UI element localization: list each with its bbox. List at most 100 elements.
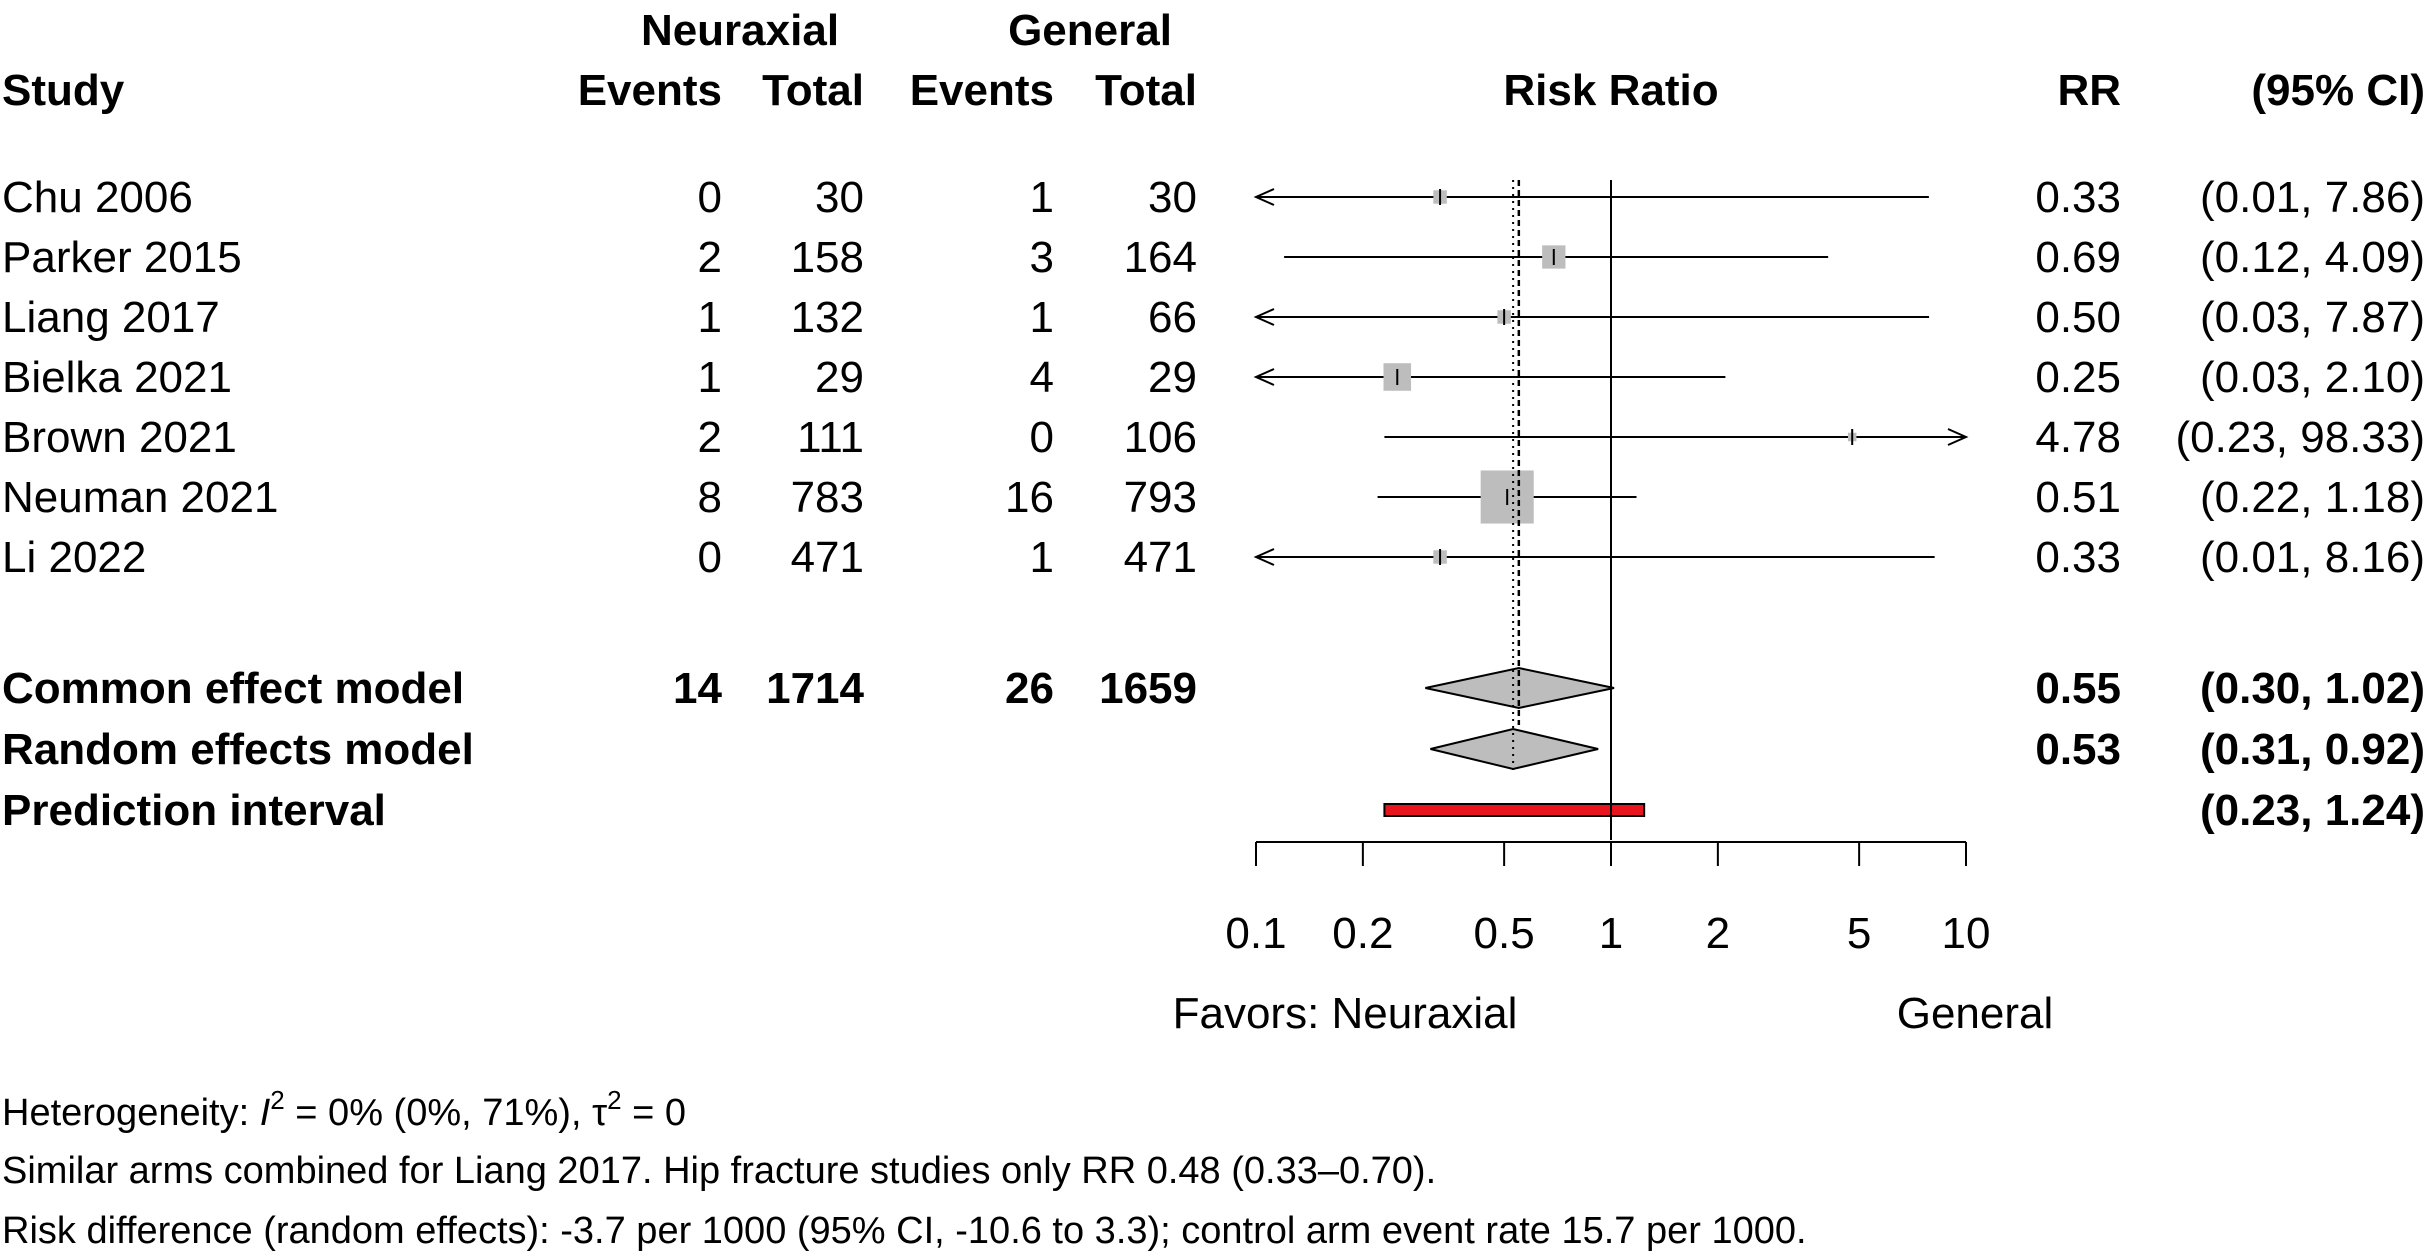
events2-value: 0 bbox=[1030, 413, 1054, 462]
study-rows: Chu 2006 0 30 1 30 0.33 (0.01, 7.86)Parker 201… bbox=[2, 173, 2425, 835]
events2-value: 3 bbox=[1030, 233, 1054, 282]
ci-arrow-right bbox=[1947, 428, 1969, 446]
tau-symbol: τ bbox=[592, 1092, 607, 1134]
study-label: Li 2022 bbox=[2, 533, 146, 582]
total1-value: 29 bbox=[815, 353, 864, 402]
events2-value: 1 bbox=[1030, 533, 1054, 582]
total1-value: 471 bbox=[791, 533, 864, 582]
header-group2: General bbox=[1008, 6, 1172, 55]
rr-value: 0.50 bbox=[2035, 293, 2121, 342]
pooled-total1: 1714 bbox=[766, 664, 864, 713]
ci-value: (0.01, 7.86) bbox=[2200, 173, 2425, 222]
x-tick-label: 2 bbox=[1706, 909, 1730, 958]
events1-value: 1 bbox=[698, 293, 722, 342]
i2-symbol: I bbox=[260, 1092, 271, 1134]
rr-value: 0.33 bbox=[2035, 533, 2121, 582]
x-tick-label: 0.1 bbox=[1225, 909, 1286, 958]
heterogeneity-note: Heterogeneity: I2 = 0% (0%, 71%), τ2 = 0 bbox=[2, 1085, 686, 1134]
pooled-events1: 14 bbox=[673, 664, 722, 713]
study-label: Neuman 2021 bbox=[2, 473, 278, 522]
total2-value: 30 bbox=[1148, 173, 1197, 222]
pooled-diamond bbox=[1430, 727, 1599, 771]
total1-value: 111 bbox=[797, 413, 864, 462]
ci-value: (0.22, 1.18) bbox=[2200, 473, 2425, 522]
header-total1: Total bbox=[762, 66, 864, 115]
study-label: Brown 2021 bbox=[2, 413, 237, 462]
header-group1: Neuraxial bbox=[641, 6, 839, 55]
header-ci: (95% CI) bbox=[2251, 66, 2425, 115]
pooled-rr: 0.55 bbox=[2035, 664, 2121, 713]
total2-value: 66 bbox=[1148, 293, 1197, 342]
rr-value: 0.25 bbox=[2035, 353, 2121, 402]
note-line-2: Similar arms combined for Liang 2017. Hi… bbox=[2, 1150, 1436, 1192]
ci-value: (0.12, 4.09) bbox=[2200, 233, 2425, 282]
events2-value: 4 bbox=[1030, 353, 1054, 402]
tau-superscript: 2 bbox=[607, 1085, 621, 1115]
events2-value: 16 bbox=[1005, 473, 1054, 522]
total2-value: 29 bbox=[1148, 353, 1197, 402]
pooled-total2: 1659 bbox=[1099, 664, 1197, 713]
x-tick-label: 5 bbox=[1847, 909, 1871, 958]
prediction-label: Prediction interval bbox=[2, 786, 386, 835]
pooled-rr: 0.53 bbox=[2035, 725, 2121, 774]
events1-value: 2 bbox=[698, 413, 722, 462]
header-plot: Risk Ratio bbox=[1503, 66, 1718, 115]
plot-area: 0.1 0.2 0.5 1 2 5 10 bbox=[1225, 180, 1990, 958]
header-total2: Total bbox=[1095, 66, 1197, 115]
ci-value: (0.03, 7.87) bbox=[2200, 293, 2425, 342]
x-tick-label: 10 bbox=[1942, 909, 1991, 958]
events2-value: 1 bbox=[1030, 293, 1054, 342]
rr-value: 0.51 bbox=[2035, 473, 2121, 522]
x-label-left: Favors: Neuraxial bbox=[1173, 989, 1518, 1038]
header-events2: Events bbox=[910, 66, 1054, 115]
pooled-label: Common effect model bbox=[2, 664, 464, 713]
events2-value: 1 bbox=[1030, 173, 1054, 222]
events1-value: 0 bbox=[698, 533, 722, 582]
pooled-events2: 26 bbox=[1005, 664, 1054, 713]
rr-value: 0.69 bbox=[2035, 233, 2121, 282]
study-label: Bielka 2021 bbox=[2, 353, 232, 402]
events1-value: 1 bbox=[698, 353, 722, 402]
x-tick-label: 0.2 bbox=[1332, 909, 1393, 958]
header-rr: RR bbox=[2057, 66, 2121, 115]
pooled-ci: (0.30, 1.02) bbox=[2200, 664, 2425, 713]
ci-arrow-left bbox=[1253, 548, 1275, 566]
pooled-diamond bbox=[1425, 666, 1615, 710]
note-line-3: Risk difference (random effects): -3.7 p… bbox=[2, 1210, 1807, 1252]
total2-value: 471 bbox=[1124, 533, 1197, 582]
study-label: Parker 2015 bbox=[2, 233, 242, 282]
ci-value: (0.23, 98.33) bbox=[2176, 413, 2426, 462]
pooled-ci: (0.31, 0.92) bbox=[2200, 725, 2425, 774]
total2-value: 106 bbox=[1124, 413, 1197, 462]
total1-value: 30 bbox=[815, 173, 864, 222]
prediction-bar bbox=[1383, 803, 1646, 817]
i2-superscript: 2 bbox=[270, 1085, 284, 1115]
x-tick-label: 1 bbox=[1599, 909, 1623, 958]
ci-value: (0.01, 8.16) bbox=[2200, 533, 2425, 582]
heterogeneity-prefix: Heterogeneity: bbox=[2, 1092, 260, 1134]
x-tick-label: 0.5 bbox=[1474, 909, 1535, 958]
ci-arrow-left bbox=[1253, 308, 1275, 326]
rr-value: 0.33 bbox=[2035, 173, 2121, 222]
header-events1: Events bbox=[578, 66, 722, 115]
events1-value: 2 bbox=[698, 233, 722, 282]
i2-value: = 0% (0%, 71%), bbox=[285, 1092, 592, 1134]
total2-value: 793 bbox=[1124, 473, 1197, 522]
header-study: Study bbox=[2, 66, 125, 115]
tau-value: = 0 bbox=[622, 1092, 686, 1134]
events1-value: 8 bbox=[698, 473, 722, 522]
ci-arrow-left bbox=[1253, 368, 1275, 386]
total1-value: 158 bbox=[791, 233, 864, 282]
total1-value: 783 bbox=[791, 473, 864, 522]
study-label: Liang 2017 bbox=[2, 293, 220, 342]
events1-value: 0 bbox=[698, 173, 722, 222]
pooled-label: Random effects model bbox=[2, 725, 474, 774]
ci-arrow-left bbox=[1253, 188, 1275, 206]
ci-value: (0.03, 2.10) bbox=[2200, 353, 2425, 402]
total2-value: 164 bbox=[1124, 233, 1197, 282]
prediction-ci: (0.23, 1.24) bbox=[2200, 786, 2425, 835]
total1-value: 132 bbox=[791, 293, 864, 342]
x-label-right: General bbox=[1897, 989, 2054, 1038]
study-label: Chu 2006 bbox=[2, 173, 193, 222]
